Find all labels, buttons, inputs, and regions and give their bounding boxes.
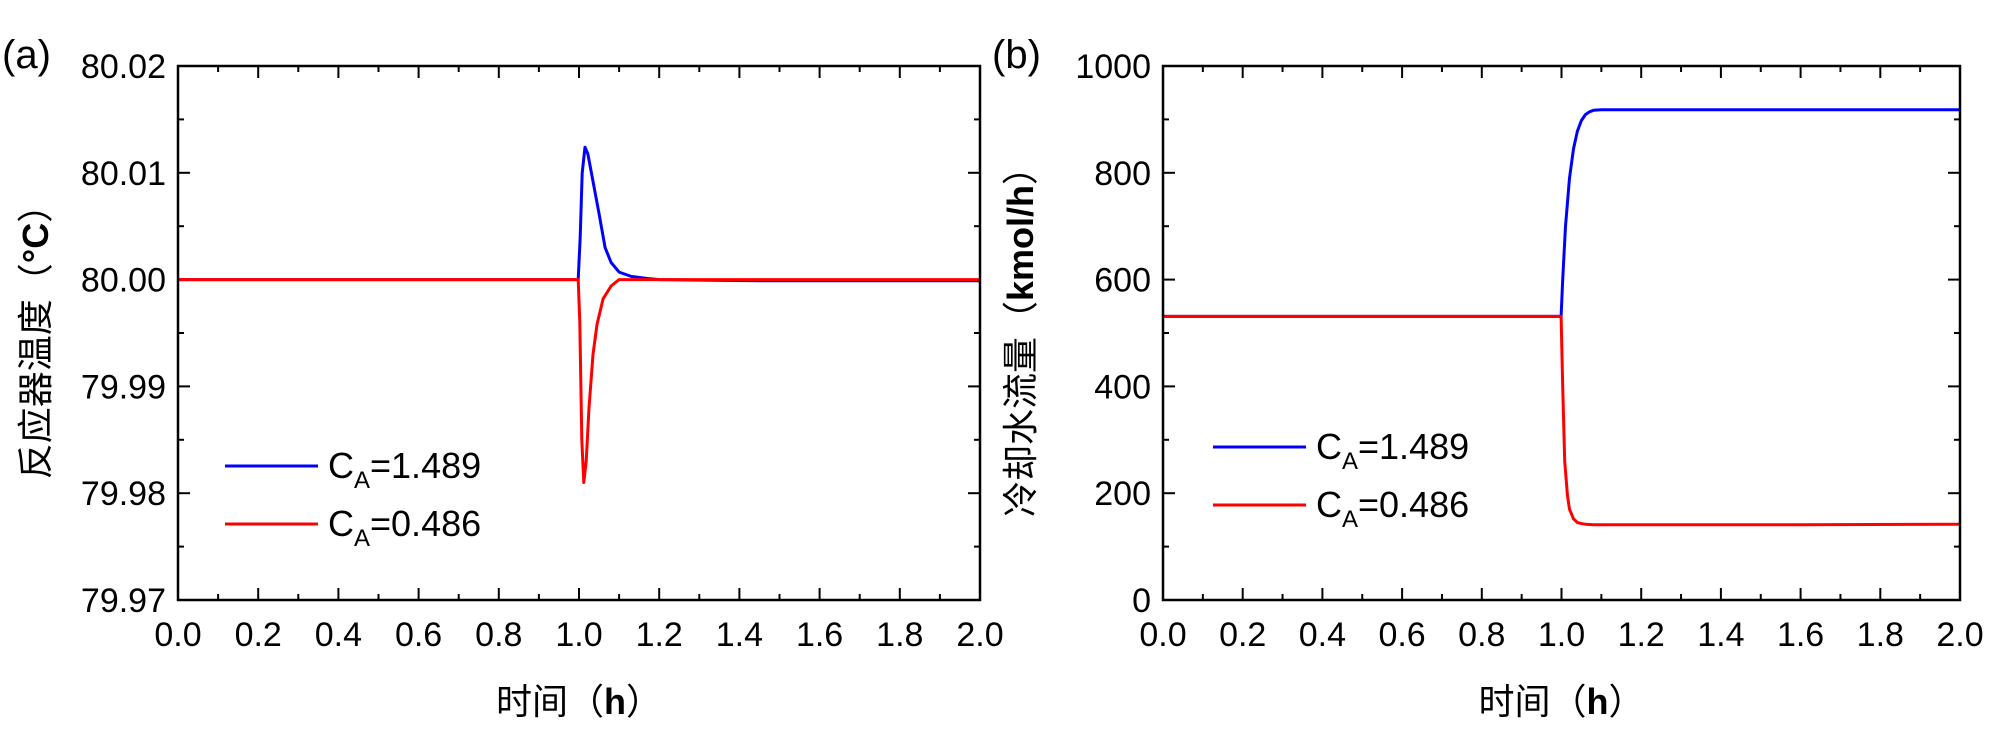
x-tick-label: 0.6 (1378, 616, 1425, 654)
legend-label: CA=0.486 (328, 503, 481, 552)
y-tick-label: 79.99 (81, 368, 166, 406)
x-tick-label: 1.6 (1777, 616, 1824, 654)
y-tick-label: 200 (1094, 475, 1151, 513)
x-tick-label: 1.8 (876, 616, 923, 654)
x-tick-label: 0.2 (1219, 616, 1266, 654)
legend: CA=1.489 CA=0.486 (1213, 426, 1469, 533)
y-axis-title: 冷却水流量（kmol/h） (1000, 149, 1041, 517)
chart-panel-a: 0.0 0.2 0.4 0.6 0.8 1.0 1.2 1.4 1.6 1.8 2.0 79.97 79… (2, 33, 1004, 722)
plot-frame (1161, 64, 1962, 602)
x-tick-label: 1.2 (1618, 616, 1665, 654)
legend: CA=1.489 CA=0.486 (225, 445, 481, 552)
x-tick-label: 0.2 (235, 616, 282, 654)
plot-frame (176, 64, 982, 602)
x-axis-title: 时间（h） (496, 681, 662, 722)
x-tick-label: 1.0 (555, 616, 602, 654)
y-tick-label: 400 (1094, 368, 1151, 406)
chart-panel-b: 0.0 0.2 0.4 0.6 0.8 1.0 1.2 1.4 1.6 1.8 2.0 0 200 400… (992, 33, 1984, 722)
y-tick-label: 0 (1132, 582, 1151, 620)
y-tick-label: 79.98 (81, 475, 166, 513)
x-tick-label: 1.4 (716, 616, 763, 654)
panel-label: (a) (2, 33, 51, 77)
y-tick-label: 600 (1094, 262, 1151, 300)
x-tick-label: 1.2 (636, 616, 683, 654)
series-line-ca-0486 (178, 278, 980, 484)
series-line-ca-0486 (1163, 314, 1960, 527)
x-tick-label: 0.0 (1139, 616, 1186, 654)
x-tick-label: 0.4 (315, 616, 362, 654)
x-tick-label: 0.0 (154, 616, 201, 654)
x-tick-label: 0.4 (1299, 616, 1346, 654)
x-tick-label: 1.0 (1538, 616, 1585, 654)
series-line-ca-1489 (1163, 108, 1960, 318)
x-tick-label: 0.8 (1458, 616, 1505, 654)
x-tick-label: 1.4 (1697, 616, 1744, 654)
x-tick-label: 2.0 (956, 616, 1003, 654)
y-tick-label: 1000 (1075, 48, 1151, 86)
legend-label: CA=0.486 (1316, 484, 1469, 533)
x-axis-title: 时间（h） (1478, 681, 1644, 722)
y-tick-label: 80.00 (81, 262, 166, 300)
x-tick-label: 2.0 (1936, 616, 1983, 654)
legend-label: CA=1.489 (328, 445, 481, 494)
x-tick-label: 0.6 (395, 616, 442, 654)
x-tick-label: 1.6 (796, 616, 843, 654)
x-tick-label: 0.8 (475, 616, 522, 654)
y-tick-label: 80.01 (81, 155, 166, 193)
y-tick-label: 79.97 (81, 582, 166, 620)
y-axis-title: 反应器温度（°C） (15, 187, 56, 479)
y-tick-label: 80.02 (81, 48, 166, 86)
x-tick-label: 1.8 (1857, 616, 1904, 654)
panel-label: (b) (992, 33, 1041, 77)
y-tick-label: 800 (1094, 155, 1151, 193)
legend-label: CA=1.489 (1316, 426, 1469, 475)
